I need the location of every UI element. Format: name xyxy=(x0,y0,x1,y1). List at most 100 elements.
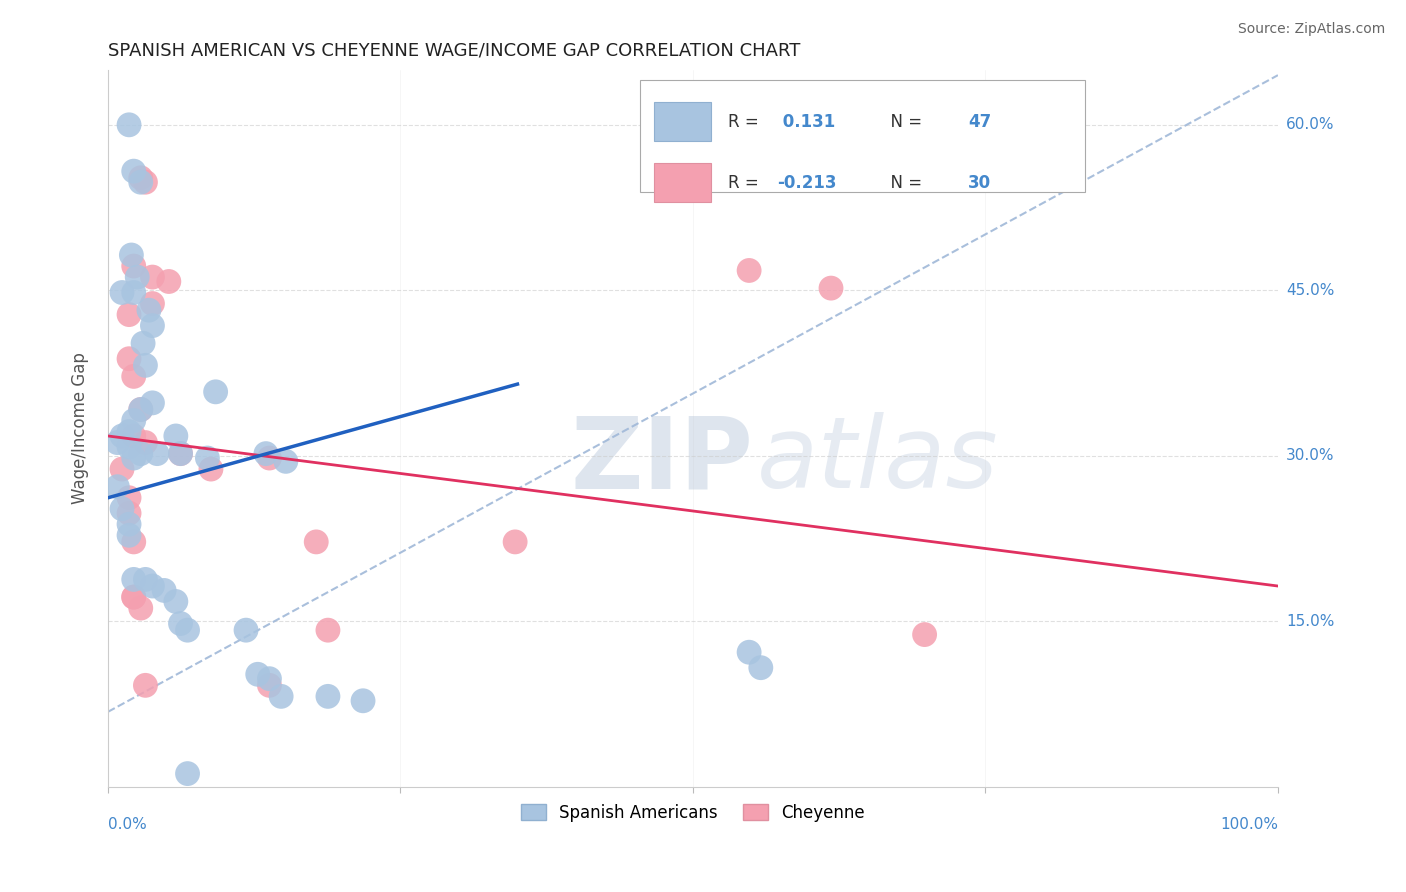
Point xyxy=(157,275,180,289)
Point xyxy=(153,583,176,598)
Point xyxy=(122,535,145,549)
Text: 30: 30 xyxy=(967,174,991,192)
Point xyxy=(134,435,156,450)
Point xyxy=(122,285,145,300)
Point xyxy=(169,447,191,461)
Point xyxy=(129,402,152,417)
Point xyxy=(176,623,198,637)
Text: 15.0%: 15.0% xyxy=(1286,614,1334,629)
Point xyxy=(914,627,936,641)
Y-axis label: Wage/Income Gap: Wage/Income Gap xyxy=(72,352,89,504)
Point xyxy=(122,429,145,443)
Point xyxy=(122,450,145,465)
Point xyxy=(129,601,152,615)
Point xyxy=(118,118,141,132)
Text: R =: R = xyxy=(728,174,763,192)
Point xyxy=(122,573,145,587)
Point xyxy=(118,425,141,439)
Text: ZIP: ZIP xyxy=(569,412,754,509)
Point xyxy=(141,296,163,310)
Point xyxy=(274,454,297,468)
Point xyxy=(129,170,152,185)
Point xyxy=(127,270,149,285)
Point xyxy=(259,450,281,465)
Point xyxy=(134,175,156,189)
Point xyxy=(118,491,141,505)
Text: 47: 47 xyxy=(967,112,991,130)
Point xyxy=(169,447,191,461)
Text: 0.131: 0.131 xyxy=(778,112,835,130)
Point xyxy=(122,413,145,427)
Point xyxy=(111,462,134,476)
Text: N =: N = xyxy=(880,174,928,192)
Point xyxy=(165,594,187,608)
Point xyxy=(146,447,169,461)
Point xyxy=(352,694,374,708)
Point xyxy=(141,579,163,593)
Point xyxy=(176,766,198,780)
Text: N =: N = xyxy=(880,112,928,130)
Text: 60.0%: 60.0% xyxy=(1286,118,1334,132)
Text: Source: ZipAtlas.com: Source: ZipAtlas.com xyxy=(1237,22,1385,37)
Point xyxy=(503,535,526,549)
Point xyxy=(235,623,257,637)
Point xyxy=(118,528,141,542)
Point xyxy=(259,678,281,692)
Point xyxy=(316,623,339,637)
Point xyxy=(305,535,328,549)
Point xyxy=(118,440,141,454)
Point xyxy=(738,645,761,659)
Point xyxy=(118,517,141,532)
Point xyxy=(122,259,145,273)
Legend: Spanish Americans, Cheyenne: Spanish Americans, Cheyenne xyxy=(515,797,872,829)
Point xyxy=(165,429,187,443)
Point xyxy=(254,447,277,461)
Point xyxy=(132,336,155,351)
Point xyxy=(200,462,222,476)
Point xyxy=(134,359,156,373)
Text: atlas: atlas xyxy=(758,412,998,509)
Point xyxy=(118,351,141,366)
Point xyxy=(270,690,292,704)
Point xyxy=(316,690,339,704)
Point xyxy=(204,384,226,399)
Text: 100.0%: 100.0% xyxy=(1220,817,1278,832)
Point xyxy=(134,573,156,587)
Point xyxy=(111,285,134,300)
Point xyxy=(122,369,145,384)
Point xyxy=(169,616,191,631)
Point xyxy=(141,270,163,285)
FancyBboxPatch shape xyxy=(654,102,710,141)
Text: 30.0%: 30.0% xyxy=(1286,449,1334,463)
Point xyxy=(141,318,163,333)
Point xyxy=(129,175,152,189)
Point xyxy=(738,263,761,277)
Point xyxy=(122,590,145,604)
Point xyxy=(105,435,128,450)
Point xyxy=(134,678,156,692)
Point xyxy=(141,396,163,410)
FancyBboxPatch shape xyxy=(654,163,710,202)
Point xyxy=(111,429,134,443)
Point xyxy=(111,501,134,516)
Point xyxy=(120,248,142,262)
Point xyxy=(138,303,160,318)
Point xyxy=(129,447,152,461)
Text: -0.213: -0.213 xyxy=(778,174,837,192)
Text: 0.0%: 0.0% xyxy=(108,817,146,832)
Point xyxy=(118,506,141,520)
Text: R =: R = xyxy=(728,112,763,130)
Text: SPANISH AMERICAN VS CHEYENNE WAGE/INCOME GAP CORRELATION CHART: SPANISH AMERICAN VS CHEYENNE WAGE/INCOME… xyxy=(108,42,800,60)
Point xyxy=(246,667,269,681)
FancyBboxPatch shape xyxy=(640,80,1085,192)
Point xyxy=(105,480,128,494)
Point xyxy=(122,590,145,604)
Point xyxy=(259,672,281,686)
Text: 45.0%: 45.0% xyxy=(1286,283,1334,298)
Point xyxy=(749,661,772,675)
Point xyxy=(129,402,152,417)
Point xyxy=(122,164,145,178)
Point xyxy=(118,308,141,322)
Point xyxy=(197,450,219,465)
Point xyxy=(820,281,842,295)
